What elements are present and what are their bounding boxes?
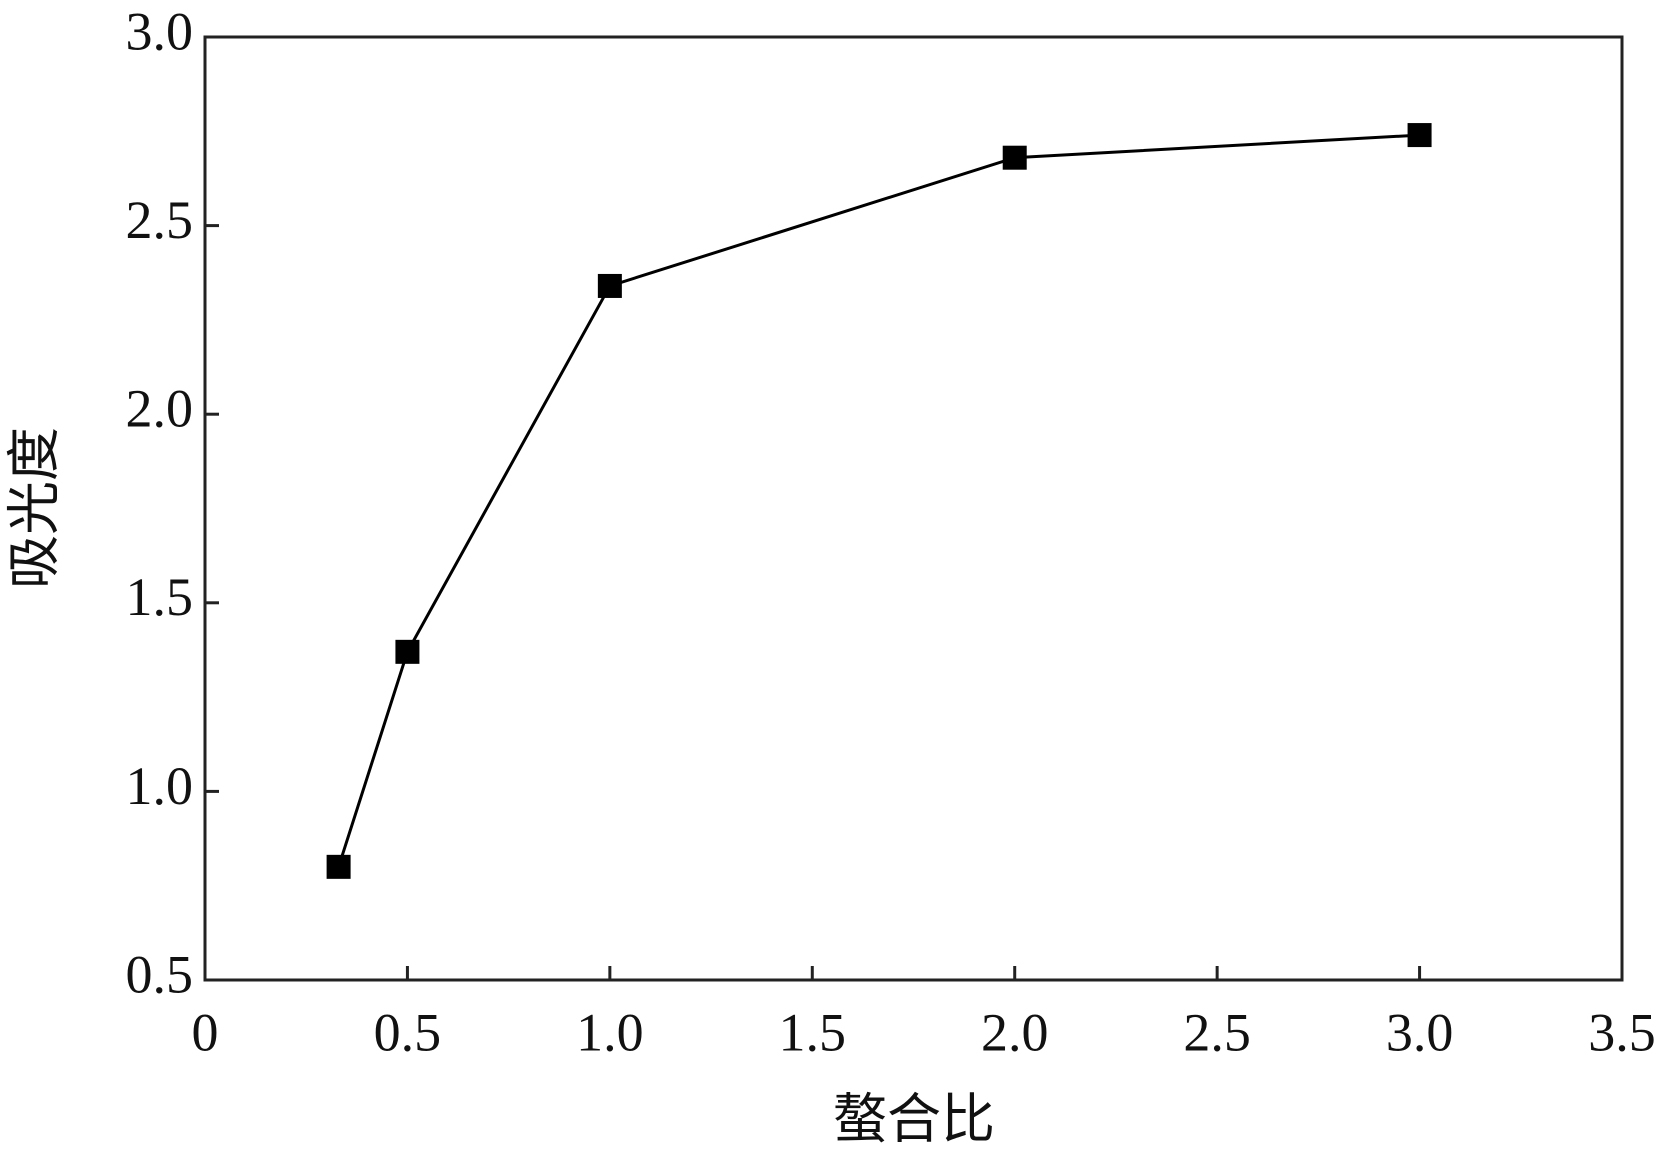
y-tick-label: 3.0 — [126, 1, 194, 61]
x-tick-label: 0.5 — [374, 1002, 442, 1062]
data-point — [1407, 123, 1432, 148]
x-tick-label: 2.0 — [981, 1002, 1049, 1062]
data-point — [597, 273, 622, 298]
x-tick-label: 0 — [192, 1002, 219, 1062]
y-tick-label: 2.5 — [126, 190, 194, 250]
x-tick-label: 2.5 — [1183, 1002, 1251, 1062]
x-tick-label: 3.0 — [1386, 1002, 1454, 1062]
x-tick-label: 1.0 — [576, 1002, 644, 1062]
data-point — [1002, 145, 1027, 170]
data-point — [326, 854, 351, 879]
plot-frame — [203, 35, 1624, 982]
y-axis-label: 吸光度 — [4, 427, 64, 589]
data-line — [337, 133, 1420, 868]
y-tick-label: 0.5 — [126, 944, 194, 1004]
x-axis-label: 螯合比 — [833, 1089, 995, 1149]
data-point — [395, 639, 420, 664]
x-tick-label: 1.5 — [779, 1002, 847, 1062]
y-tick-label: 1.0 — [126, 756, 194, 816]
y-tick-label: 1.5 — [126, 567, 194, 627]
y-tick-label: 2.0 — [126, 379, 194, 439]
x-tick-label: 3.5 — [1588, 1002, 1656, 1062]
